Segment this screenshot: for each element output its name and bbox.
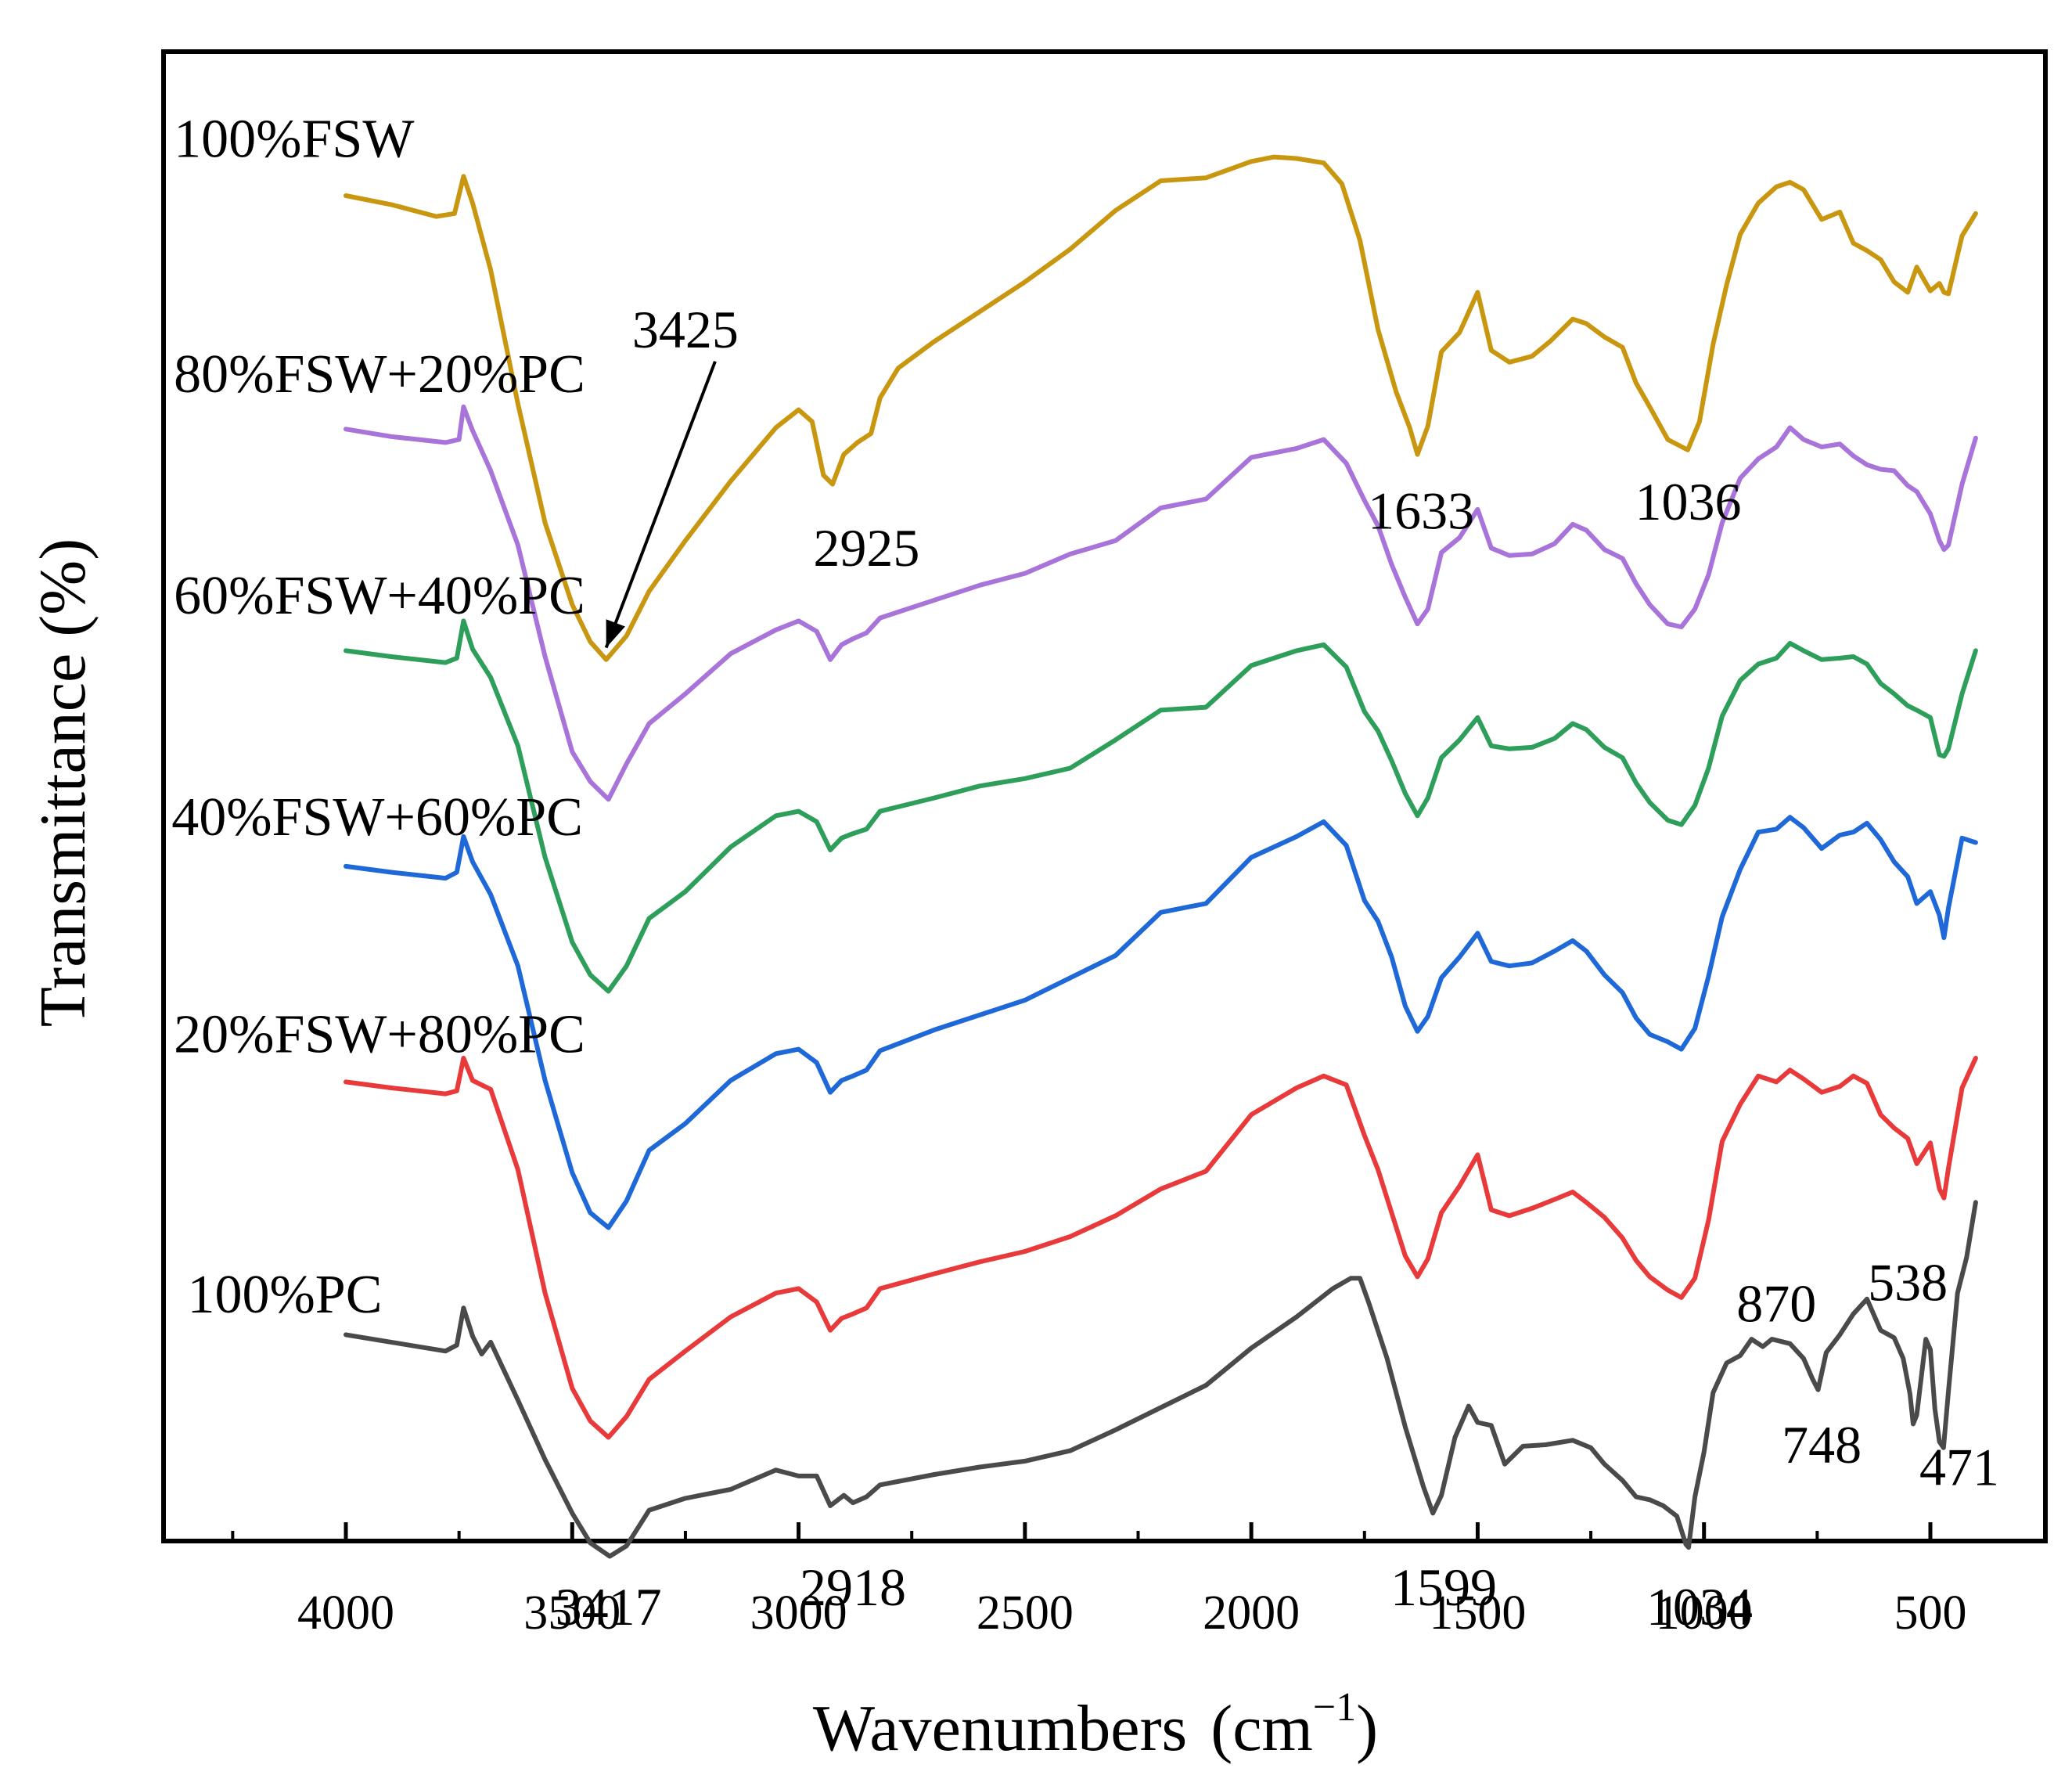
x-axis-ticks (231, 1522, 1933, 1541)
peak-label-3417: 3417 (556, 1577, 662, 1637)
series-group (344, 154, 1978, 1559)
series-line-100-fsw (344, 154, 1978, 662)
series-label-40-fsw-60-pc: 40%FSW+60%PC (171, 787, 583, 848)
y-axis-title: Transmittance (%) (27, 538, 99, 1027)
series-line-100-pc (344, 1200, 1978, 1559)
series-line-40-fsw-60-pc (344, 815, 1978, 1230)
x-tick-label: 2000 (1203, 1586, 1300, 1640)
peak-label-538: 538 (1868, 1253, 1948, 1312)
peak-label-1633: 1633 (1368, 481, 1474, 541)
x-axis-title-main: Wavenumbers (813, 1692, 1187, 1765)
series-label-group: 100%FSW 80%FSW+20%PC 60%FSW+40%PC 40%FSW+60… (171, 110, 585, 1325)
x-tick-label: 2500 (977, 1586, 1074, 1640)
x-tick-label: 4000 (297, 1586, 394, 1640)
peak-label-1036: 1036 (1635, 472, 1741, 531)
x-axis-title: Wavenumbers (cm−1) (813, 1685, 1378, 1765)
x-tick-label: 3000 (750, 1586, 847, 1640)
series-label-100-fsw: 100%FSW (174, 110, 414, 170)
series-line-80-fsw-20-pc (344, 404, 1978, 802)
x-tick-label: 1000 (1656, 1586, 1753, 1640)
peak-label-1599: 1599 (1390, 1557, 1497, 1617)
series-line-20-fsw-80-pc (344, 1056, 1978, 1440)
x-tick-label: 500 (1894, 1586, 1967, 1640)
x-tick-labels: 4000 3500 3000 2500 2000 1500 1000 500 (297, 1586, 1967, 1640)
plot-frame (161, 49, 2048, 1543)
peak-label-2918: 2918 (800, 1557, 906, 1617)
series-label-100-pc: 100%PC (188, 1265, 383, 1325)
peak-label-748: 748 (1782, 1415, 1862, 1475)
x-axis-unit-close: ) (1356, 1692, 1378, 1765)
peak-label-471: 471 (1919, 1437, 1999, 1496)
peak-label-1034: 1034 (1646, 1577, 1753, 1637)
series-line-60-fsw-40-pc (344, 618, 1978, 994)
series-label-20-fsw-80-pc: 20%FSW+80%PC (174, 1004, 585, 1064)
x-tick-label: 1500 (1429, 1586, 1526, 1640)
series-label-60-fsw-40-pc: 60%FSW+40%PC (174, 566, 585, 626)
peak-label-2925: 2925 (813, 518, 919, 578)
annotation-group: 3425 2925 1633 1036 3417 2918 1599 1034 870 748 53… (556, 300, 1999, 1637)
peak-label-870: 870 (1736, 1273, 1816, 1333)
arrow-head (606, 619, 625, 648)
x-axis-unit-base: (cm (1210, 1692, 1313, 1765)
arrow-line (604, 361, 717, 649)
x-axis-unit-sup: −1 (1313, 1685, 1356, 1730)
x-tick-label: 3500 (523, 1586, 621, 1640)
peak-label-3425: 3425 (632, 300, 739, 359)
series-label-80-fsw-20-pc: 80%FSW+20%PC (174, 344, 585, 405)
